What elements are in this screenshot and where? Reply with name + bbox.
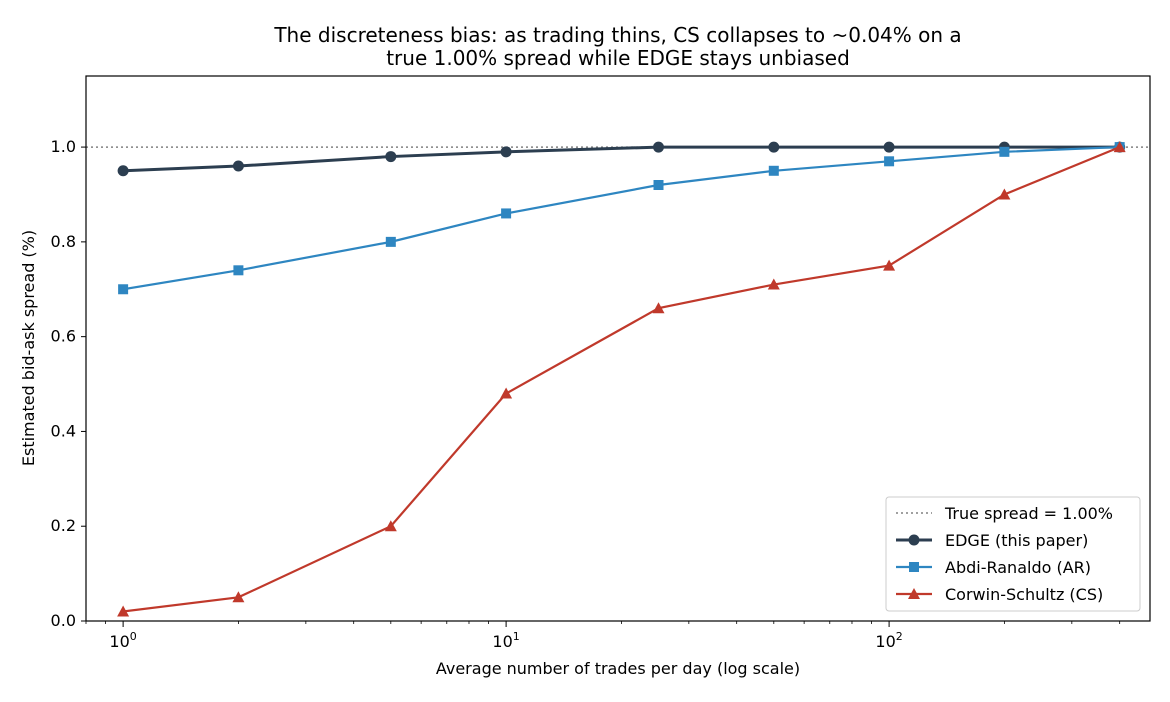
data-point — [884, 156, 895, 167]
data-point — [232, 591, 245, 603]
data-point — [385, 151, 397, 163]
data-point — [1113, 141, 1126, 153]
data-point — [500, 387, 513, 399]
y-tick-label: 0.8 — [51, 232, 76, 251]
data-point — [117, 165, 129, 177]
data-point — [653, 180, 664, 190]
legend-label-2: Corwin-Schultz (CS) — [945, 585, 1103, 604]
data-point — [653, 141, 665, 153]
x-tick-label: 101 — [492, 630, 519, 651]
legend-marker-0 — [908, 534, 920, 546]
chart-title-line-2: true 1.00% spread while EDGE stays unbia… — [386, 46, 850, 70]
legend-marker-1 — [909, 562, 919, 572]
data-point — [117, 605, 130, 617]
y-tick-label: 0.4 — [51, 421, 76, 440]
y-tick-label: 0.6 — [51, 327, 76, 346]
y-tick-label: 1.0 — [51, 137, 76, 156]
x-tick-label: 102 — [875, 630, 902, 651]
legend-label-1: Abdi-Ranaldo (AR) — [945, 558, 1091, 577]
y-tick-label: 0.2 — [51, 516, 76, 535]
data-point — [883, 259, 896, 271]
data-point — [501, 208, 512, 219]
series-line-1 — [122, 145, 1120, 291]
data-point — [883, 141, 895, 153]
data-point — [500, 146, 512, 158]
data-point — [998, 188, 1011, 200]
data-point — [768, 141, 780, 153]
legend-box — [885, 496, 1141, 612]
y-axis-label: Estimated bid-ask spread (%) — [19, 230, 38, 466]
x-tick-label: 100 — [109, 630, 136, 651]
data-point — [384, 520, 397, 532]
chart-title-line-1: The discreteness bias: as trading thins,… — [273, 23, 961, 47]
data-point — [232, 160, 244, 172]
legend-marker-2 — [908, 588, 920, 599]
x-axis-label: Average number of trades per day (log sc… — [436, 659, 800, 678]
data-point — [233, 265, 244, 276]
data-point — [385, 236, 396, 247]
series-line-0 — [123, 145, 1120, 173]
data-point — [118, 284, 129, 295]
legend: True spread = 1.00% EDGE (this paper) Abdi… — [885, 496, 1141, 612]
data-point — [652, 302, 665, 314]
legend-label-0: EDGE (this paper) — [945, 531, 1088, 550]
data-point — [999, 146, 1010, 157]
plot-frame — [85, 75, 1151, 622]
y-tick-label: 0.0 — [51, 611, 76, 630]
data-point — [768, 165, 779, 176]
legend-label-true-spread: True spread = 1.00% — [944, 504, 1113, 523]
plot-area: 0.0 0.2 0.4 0.6 0.8 1.0 100 101 102 — [51, 137, 1150, 651]
data-point — [767, 278, 780, 290]
